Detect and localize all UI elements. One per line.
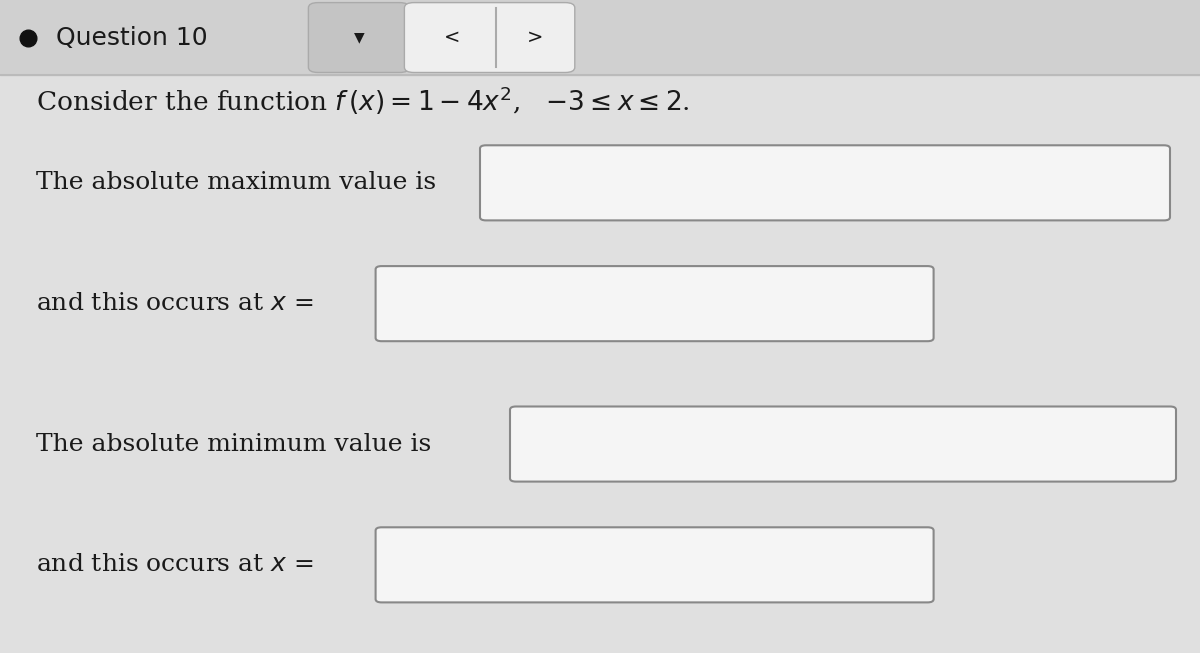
FancyBboxPatch shape xyxy=(510,406,1176,482)
Text: Consider the function $f\,(x) = 1 - 4x^2$,   $-3 \leq x \leq 2$.: Consider the function $f\,(x) = 1 - 4x^2… xyxy=(36,85,690,118)
FancyBboxPatch shape xyxy=(376,266,934,341)
FancyBboxPatch shape xyxy=(0,0,1200,75)
FancyBboxPatch shape xyxy=(480,146,1170,220)
Text: The absolute minimum value is: The absolute minimum value is xyxy=(36,432,431,456)
FancyBboxPatch shape xyxy=(376,528,934,602)
FancyBboxPatch shape xyxy=(404,3,575,72)
Text: >: > xyxy=(527,28,542,47)
Text: The absolute maximum value is: The absolute maximum value is xyxy=(36,171,436,195)
Text: and this occurs at $x$ =: and this occurs at $x$ = xyxy=(36,292,313,315)
FancyBboxPatch shape xyxy=(308,3,409,72)
Text: ▼: ▼ xyxy=(354,31,364,44)
Text: Question 10: Question 10 xyxy=(56,25,208,50)
Text: and this occurs at $x$ =: and this occurs at $x$ = xyxy=(36,553,313,577)
Text: <: < xyxy=(444,28,460,47)
